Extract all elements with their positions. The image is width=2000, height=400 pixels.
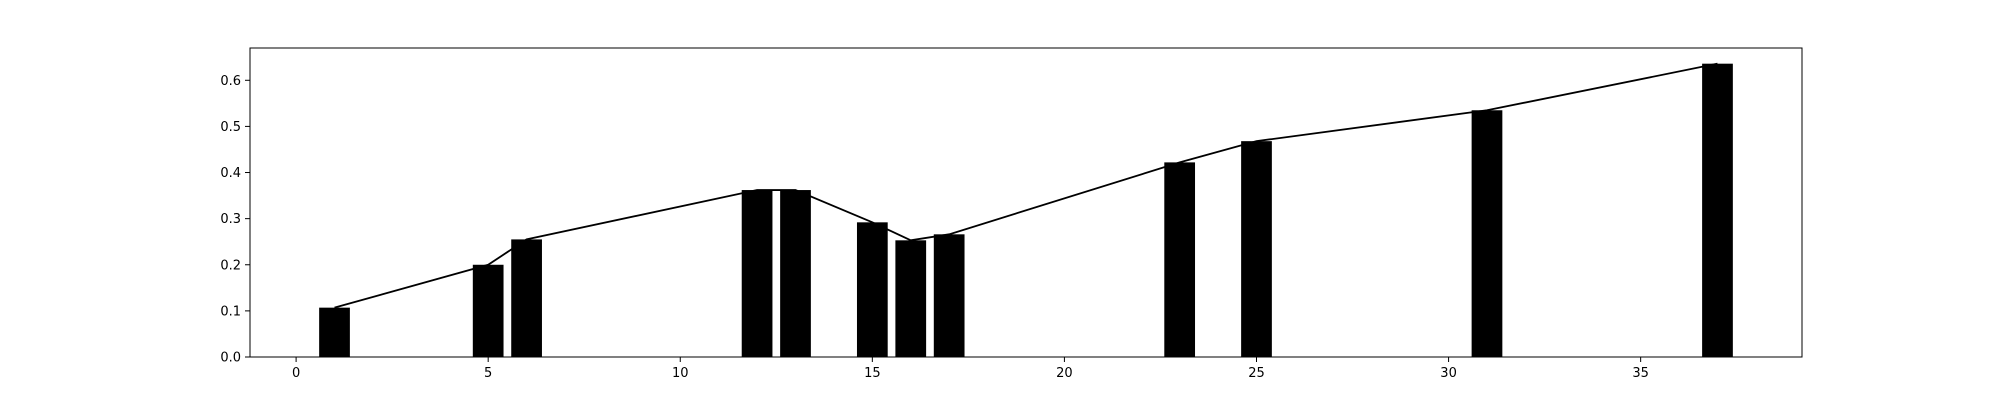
- x-tick-label-2: 10: [672, 366, 689, 381]
- bar-11: [1702, 63, 1733, 358]
- x-tick-label-0: 0: [292, 366, 300, 381]
- bar-1: [472, 264, 504, 357]
- x-tick-label-1: 5: [484, 366, 492, 381]
- plot-frame: [249, 47, 1803, 358]
- x-tick-label-4: 20: [1056, 366, 1073, 381]
- bar-2: [511, 239, 542, 357]
- x-tick-label-7: 35: [1632, 366, 1649, 381]
- bar-3: [741, 190, 773, 357]
- bar-8: [1164, 162, 1196, 357]
- bar-4: [780, 190, 811, 357]
- bar-6: [895, 240, 927, 357]
- bar-5: [856, 222, 888, 357]
- y-tick-label-3: 0.3: [220, 212, 241, 227]
- line-series: [334, 62, 1718, 309]
- bar-10: [1471, 110, 1503, 357]
- y-tick-label-0: 0.0: [220, 351, 241, 366]
- axes: 0 5 10 15 20 25 30 35 0.0 0.1 0.2 0.3 0.4 0.5 0.6: [220, 47, 1803, 381]
- y-tick-label-2: 0.2: [220, 258, 241, 273]
- bars: [319, 63, 1733, 358]
- y-tick-label-6: 0.6: [220, 74, 241, 89]
- x-tick-label-5: 25: [1248, 366, 1265, 381]
- x-tick-label-3: 15: [864, 366, 881, 381]
- x-tick-label-6: 30: [1440, 366, 1457, 381]
- y-tick-label-1: 0.1: [220, 304, 241, 319]
- y-tick-label-4: 0.4: [220, 166, 241, 181]
- bar-0: [319, 307, 350, 357]
- bar-7: [933, 234, 965, 357]
- y-tick-label-5: 0.5: [220, 120, 241, 135]
- line-series-path: [334, 62, 1718, 309]
- bar-9: [1241, 141, 1272, 357]
